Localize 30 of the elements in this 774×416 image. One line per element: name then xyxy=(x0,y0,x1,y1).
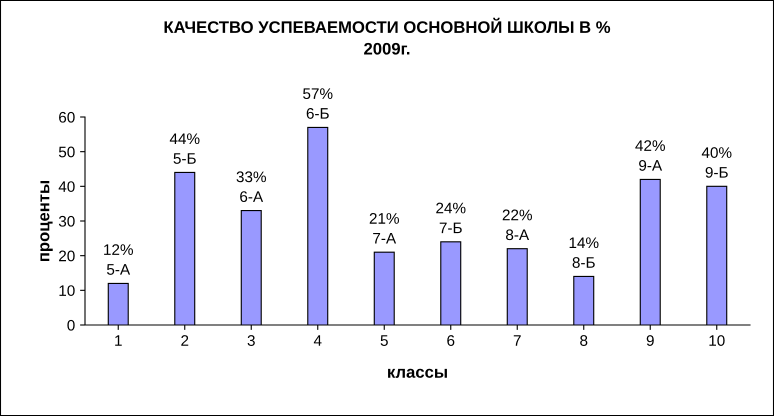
data-label: 42% 9-А xyxy=(635,140,665,171)
chart-title: КАЧЕСТВО УСПЕВАЕМОСТИ ОСНОВНОЙ ШКОЛЫ В % 2009г. xyxy=(164,18,610,55)
data-label: 14% 8-Б xyxy=(570,237,598,268)
data-label: 24% 7-Б xyxy=(436,202,466,234)
y-tick-label: 50 xyxy=(58,146,75,158)
y-tick-label: 0 xyxy=(67,320,75,331)
x-tick-label: 5 xyxy=(380,335,388,346)
x-tick-label: 6 xyxy=(447,335,454,346)
x-tick-label: 3 xyxy=(248,335,255,346)
y-tick-label: 20 xyxy=(59,250,75,262)
x-axis-title: классы xyxy=(388,368,447,378)
y-tick-label: 60 xyxy=(59,112,75,123)
x-tick-label: 1 xyxy=(115,335,122,346)
y-tick-label: 40 xyxy=(58,181,75,192)
y-axis-title: проценты xyxy=(40,180,53,262)
data-label: 33% 6-А xyxy=(236,171,266,202)
data-label: 21% 7-А xyxy=(370,213,399,244)
x-tick-label: 9 xyxy=(646,335,654,346)
x-tick-label: 7 xyxy=(514,335,521,346)
y-tick-label: 10 xyxy=(59,285,75,296)
data-label: 22% 8-А xyxy=(502,210,532,240)
data-label: 44% 5-Б xyxy=(170,133,200,164)
x-tick-label: 4 xyxy=(314,335,322,346)
data-label: 57% 6-Б xyxy=(303,88,332,119)
x-tick-label: 10 xyxy=(709,335,725,346)
x-tick-label: 8 xyxy=(580,335,588,346)
data-label: 12% 5-А xyxy=(104,244,133,275)
y-tick-label: 30 xyxy=(58,216,75,227)
data-label: 40% 9-Б xyxy=(702,147,732,178)
x-tick-label: 2 xyxy=(181,335,188,346)
